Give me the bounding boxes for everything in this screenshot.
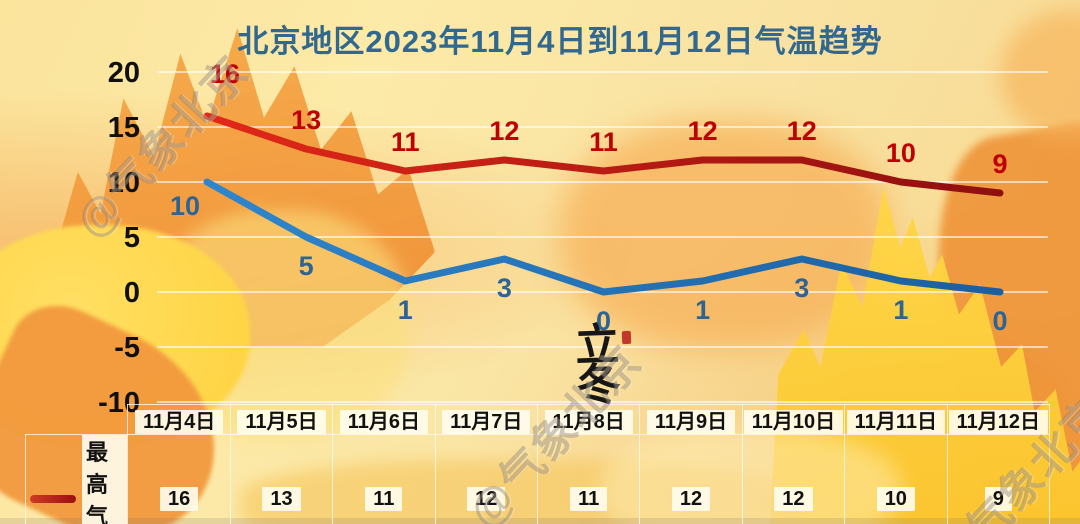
min-temp-line <box>203 178 1004 296</box>
max-temp-point-label: 12 <box>787 116 817 146</box>
y-axis-tick-label: 10 <box>108 167 140 199</box>
table-row: 最高气温 16 13 11 12 11 12 12 10 9 <box>24 434 1051 524</box>
table-value-cell: 13 <box>229 434 334 524</box>
min-temp-point-label: 0 <box>596 306 611 336</box>
table-date-text: 11月12日 <box>948 410 1048 434</box>
table-corner-cell <box>26 405 128 435</box>
max-temp-point-label: 11 <box>391 127 420 157</box>
max-temp-line <box>203 112 1004 197</box>
min-temp-point-label: 10 <box>170 191 200 221</box>
table-value-text: 10 <box>876 486 915 511</box>
chart-title: 北京地区2023年11月4日到11月12日气温趋势 <box>237 24 883 59</box>
table-value-cell: 11 <box>332 434 436 524</box>
max-temp-point-label: 9 <box>992 149 1007 179</box>
solar-term-char: 冬 <box>575 359 622 413</box>
table-date-text: 11月6日 <box>339 410 428 434</box>
table-value-text: 12 <box>774 486 813 511</box>
max-temp-point-label: 16 <box>210 59 240 89</box>
y-axis-tick-label: 20 <box>108 57 140 89</box>
table-date-text: 11月8日 <box>544 410 633 434</box>
table-value-cell: 12 <box>639 434 743 524</box>
legend-cell: 最高气温 <box>24 434 129 524</box>
min-temp-point-label: 3 <box>794 273 809 303</box>
table-value-text: 13 <box>262 486 301 511</box>
table-value-text: 11 <box>365 486 403 511</box>
table-date-header: 11月7日 <box>434 404 538 435</box>
table-value-text: 12 <box>467 486 506 511</box>
table-date-header: 11月5日 <box>229 404 334 435</box>
table-date-header: 11月8日 <box>536 404 641 435</box>
y-axis-tick-label: -5 <box>114 332 140 364</box>
legend-label: 最高气温 <box>82 435 128 524</box>
table-value-text: 16 <box>159 486 199 511</box>
max-temp-point-label: 12 <box>688 116 718 146</box>
max-temp-line-swatch-icon <box>30 495 76 503</box>
table-value-cell: 10 <box>844 434 948 524</box>
y-axis-tick-label: 0 <box>124 277 140 309</box>
y-axis-tick-label: 5 <box>124 222 140 254</box>
table-date-header: 11月4日 <box>127 404 231 435</box>
min-temp-point-label: 3 <box>497 273 512 303</box>
max-temp-point-label: 13 <box>291 105 321 135</box>
y-axis-tick-label: 15 <box>108 112 140 144</box>
table-date-header: 11月12日 <box>946 404 1051 435</box>
max-temp-point-label: 10 <box>886 138 916 168</box>
table-value-text: 9 <box>984 486 1012 511</box>
table-date-header: 11月11日 <box>844 404 948 435</box>
table-date-header: 11月10日 <box>741 404 846 435</box>
table-value-cell: 12 <box>741 434 846 524</box>
min-temp-point-label: 0 <box>992 306 1007 336</box>
min-temp-point-label: 1 <box>695 295 710 325</box>
max-temp-point-label: 12 <box>489 116 519 146</box>
table-date-text: 11月5日 <box>237 410 326 434</box>
temperature-table: 11月4日 11月5日 11月6日 11月7日 11月8日 11月9日 11月10日 11月1… <box>24 404 1051 524</box>
table-date-text: 11月7日 <box>442 410 531 434</box>
table-date-header: 11月9日 <box>639 404 743 435</box>
table-date-text: 11月10日 <box>743 410 844 434</box>
table-date-text: 11月9日 <box>646 410 736 434</box>
table-value-cell: 11 <box>536 434 641 524</box>
table-value-text: 12 <box>671 486 711 511</box>
min-temp-point-label: 1 <box>893 295 908 325</box>
table-value-cell: 16 <box>127 434 231 524</box>
table-date-text: 11月4日 <box>134 410 224 434</box>
table-value-cell: 9 <box>946 434 1051 524</box>
solar-term-calligraphy: 立 冬 <box>574 319 632 413</box>
table-date-header: 11月6日 <box>332 404 436 435</box>
table-date-text: 11月11日 <box>846 410 945 434</box>
table-value-cell: 12 <box>434 434 538 524</box>
table-value-text: 11 <box>570 486 608 511</box>
min-temp-point-label: 1 <box>398 295 413 325</box>
min-temp-point-label: 5 <box>299 251 314 281</box>
max-temp-point-label: 11 <box>589 127 618 157</box>
seal-icon <box>621 330 632 345</box>
